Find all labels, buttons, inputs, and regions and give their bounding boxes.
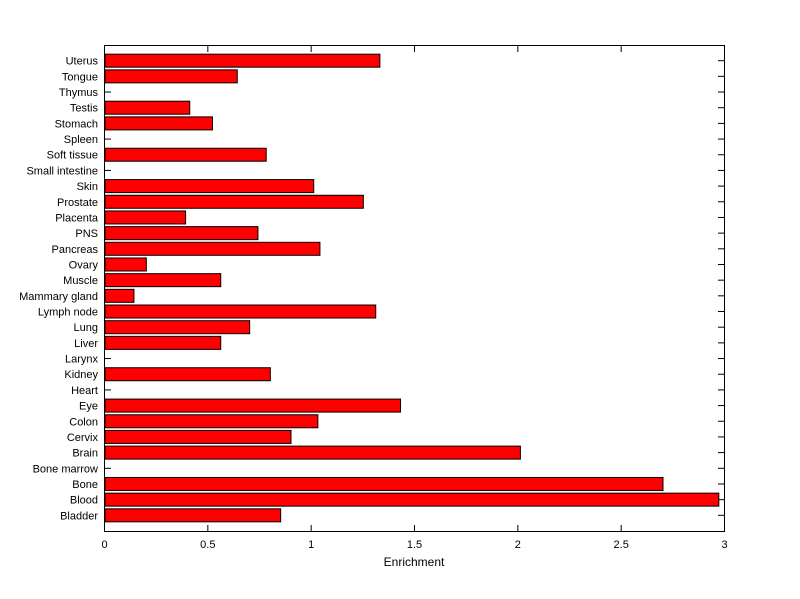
ytick-label-lymph-node: Lymph node [38,307,98,319]
ytick-label-muscle: Muscle [63,275,98,287]
bar-brain [104,445,521,460]
bar-bone [104,476,664,491]
ytick-label-ovary: Ovary [69,259,99,271]
ytick-label-bone-marrow: Bone marrow [33,463,98,475]
ytick-label-uterus: Uterus [66,56,99,68]
ytick-label-bladder: Bladder [60,510,98,522]
xtick-label-1: 1 [308,539,314,551]
ytick-label-eye: Eye [79,401,98,413]
x-axis-label: Enrichment [383,555,445,569]
bar-ovary [104,257,147,272]
bar-bladder [104,508,282,523]
xtick-label-3: 3 [721,539,727,551]
bar-soft-tissue [104,147,267,162]
bar-lung [104,320,251,335]
ytick-label-tongue: Tongue [62,71,98,83]
xtick-label-0-5: 0.5 [200,539,215,551]
xtick-label-2: 2 [515,539,521,551]
ytick-label-colon: Colon [69,416,98,428]
ytick-label-cervix: Cervix [67,432,99,444]
ytick-label-mammary-gland: Mammary gland [19,291,98,303]
ytick-label-skin: Skin [77,181,98,193]
bar-skin [104,179,315,194]
ytick-label-thymus: Thymus [59,87,99,99]
bar-eye [104,398,402,413]
ytick-label-small-intestine: Small intestine [26,165,98,177]
bar-blood [104,492,720,507]
bar-placenta [104,210,187,225]
bar-stomach [104,116,213,131]
ytick-label-testis: Testis [70,103,99,115]
bar-pancreas [104,241,321,256]
ytick-label-blood: Blood [70,495,98,507]
xtick-label-2-5: 2.5 [614,539,629,551]
ytick-label-prostate: Prostate [57,197,98,209]
ytick-label-heart: Heart [71,385,98,397]
bar-kidney [104,367,271,382]
ytick-label-larynx: Larynx [65,354,99,366]
bar-muscle [104,273,222,288]
xtick-label-0: 0 [101,539,107,551]
bar-tongue [104,69,238,84]
ytick-label-kidney: Kidney [64,369,98,381]
axis-frame [104,45,725,532]
bar-pns [104,226,259,241]
ytick-label-liver: Liver [74,338,98,350]
ytick-label-stomach: Stomach [55,118,98,130]
bar-liver [104,335,222,350]
bar-cervix [104,429,292,444]
ytick-label-pancreas: Pancreas [52,244,99,256]
bar-uterus [104,53,381,68]
bar-colon [104,414,319,429]
ytick-label-soft-tissue: Soft tissue [47,150,98,162]
ytick-label-brain: Brain [72,448,98,460]
bar-mammary-gland [104,288,135,303]
bar-lymph-node [104,304,377,319]
bar-testis [104,100,191,115]
ytick-label-bone: Bone [72,479,98,491]
ytick-label-spleen: Spleen [64,134,98,146]
xtick-label-1-5: 1.5 [407,539,422,551]
bar-prostate [104,194,364,209]
ytick-label-placenta: Placenta [55,212,99,224]
ytick-label-pns: PNS [75,228,98,240]
ytick-label-lung: Lung [74,322,98,334]
